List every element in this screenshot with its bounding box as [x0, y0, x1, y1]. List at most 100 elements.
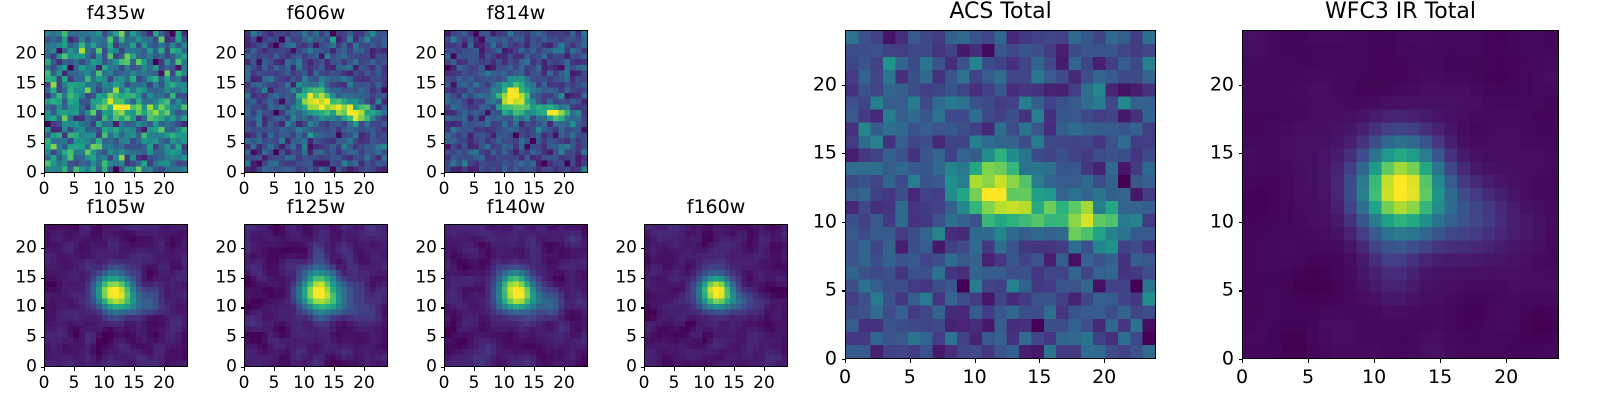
ytick-f435w-20: [40, 53, 44, 55]
ytick-f814w-20: [440, 53, 444, 55]
ytick-f606w-20: [240, 53, 244, 55]
xticklabel-f435w-10: 10: [93, 179, 115, 199]
heatmap-wfc3_ir_total: [1243, 31, 1558, 358]
xtick-f814w-0: [444, 173, 446, 177]
ytick-wfc3_ir_total-15: [1238, 153, 1242, 155]
xtick-f140w-20: [564, 367, 566, 371]
xticklabel-acs_total-20: 20: [1092, 366, 1117, 388]
ytick-f140w-10: [440, 307, 444, 309]
ytick-f140w-15: [440, 277, 444, 279]
xticklabel-f435w-15: 15: [123, 179, 145, 199]
xtick-f160w-15: [734, 367, 736, 371]
yticklabel-wfc3_ir_total-5: 5: [1221, 278, 1234, 301]
xtick-wfc3_ir_total-20: [1506, 359, 1508, 363]
xticklabel-acs_total-15: 15: [1027, 366, 1052, 388]
yticklabel-f606w-20: 20: [215, 43, 237, 64]
ytick-acs_total-5: [841, 290, 845, 292]
yticklabel-f160w-5: 5: [626, 326, 637, 347]
yticklabel-wfc3_ir_total-0: 0: [1221, 347, 1234, 370]
yticklabel-f160w-10: 10: [615, 296, 637, 317]
ytick-f606w-5: [240, 143, 244, 145]
yticklabel-f105w-20: 20: [15, 237, 37, 258]
ytick-f160w-20: [640, 247, 644, 249]
ytick-f140w-20: [440, 247, 444, 249]
ytick-f105w-10: [40, 307, 44, 309]
xticklabel-f160w-15: 15: [723, 373, 745, 393]
xtick-f435w-10: [104, 173, 106, 177]
heatmap-f105w: [45, 225, 187, 366]
yticklabel-wfc3_ir_total-15: 15: [1209, 141, 1234, 164]
ytick-f125w-5: [240, 337, 244, 339]
xticklabel-f105w-15: 15: [123, 373, 145, 393]
ytick-f125w-15: [240, 277, 244, 279]
yticklabel-f160w-20: 20: [615, 237, 637, 258]
xticklabel-f125w-20: 20: [353, 373, 375, 393]
ytick-f160w-5: [640, 337, 644, 339]
xtick-acs_total-10: [974, 359, 976, 363]
xticklabel-f160w-5: 5: [668, 373, 680, 393]
heatmap-f140w: [445, 225, 587, 366]
xticklabel-f160w-20: 20: [753, 373, 775, 393]
xticklabel-f125w-5: 5: [268, 373, 280, 393]
xtick-f105w-20: [164, 367, 166, 371]
ytick-f814w-5: [440, 143, 444, 145]
xticklabel-f160w-0: 0: [638, 373, 650, 393]
xticklabel-wfc3_ir_total-20: 20: [1494, 366, 1519, 388]
xtick-f125w-20: [364, 367, 366, 371]
xtick-acs_total-20: [1104, 359, 1106, 363]
panel-f814w: f814w 0 5 10 15 20 0 5 10 15 20: [415, 4, 588, 198]
yticklabel-wfc3_ir_total-10: 10: [1209, 210, 1234, 233]
ytick-f105w-20: [40, 247, 44, 249]
ytick-f814w-0: [440, 173, 444, 175]
xtick-f140w-10: [504, 367, 506, 371]
yticklabel-acs_total-15: 15: [812, 141, 837, 164]
panel-acs_total: ACS Total 0 5 10 15 20 0 5 10 15 20: [813, 1, 1156, 387]
yticklabel-f125w-0: 0: [226, 356, 237, 377]
yticklabel-acs_total-5: 5: [824, 278, 837, 301]
yticklabel-f105w-5: 5: [26, 326, 37, 347]
ytick-f435w-5: [40, 143, 44, 145]
panel-title-acs_total: ACS Total: [949, 0, 1052, 24]
ytick-f606w-10: [240, 113, 244, 115]
xticklabel-f140w-0: 0: [438, 373, 450, 393]
xticklabel-wfc3_ir_total-0: 0: [1235, 366, 1249, 388]
xtick-f125w-5: [274, 367, 276, 371]
xticklabel-f140w-5: 5: [468, 373, 480, 393]
axes-f140w: [444, 224, 588, 367]
xtick-f435w-0: [44, 173, 46, 177]
xtick-f160w-20: [764, 367, 766, 371]
xticklabel-acs_total-0: 0: [838, 366, 852, 388]
ytick-acs_total-10: [841, 221, 845, 223]
xtick-f814w-15: [534, 173, 536, 177]
yticklabel-acs_total-20: 20: [812, 73, 837, 96]
panel-f606w: f606w 0 5 10 15 20 0 5 10 15 20: [215, 4, 388, 198]
ytick-f160w-10: [640, 307, 644, 309]
xtick-acs_total-5: [909, 359, 911, 363]
xtick-acs_total-0: [845, 359, 847, 363]
xticklabel-f814w-20: 20: [553, 179, 575, 199]
panel-title-f140w: f140w: [486, 196, 546, 218]
xtick-f435w-15: [134, 173, 136, 177]
xticklabel-f606w-5: 5: [268, 179, 280, 199]
xticklabel-f814w-10: 10: [493, 179, 515, 199]
xtick-f125w-10: [304, 367, 306, 371]
yticklabel-f435w-15: 15: [15, 73, 37, 94]
panel-title-f435w: f435w: [86, 2, 146, 24]
xticklabel-f140w-20: 20: [553, 373, 575, 393]
ytick-acs_total-20: [841, 84, 845, 86]
xticklabel-f814w-5: 5: [468, 179, 480, 199]
yticklabel-wfc3_ir_total-20: 20: [1209, 73, 1234, 96]
yticklabel-f606w-5: 5: [226, 132, 237, 153]
xtick-f140w-0: [444, 367, 446, 371]
xticklabel-f140w-15: 15: [523, 373, 545, 393]
ytick-f435w-0: [40, 173, 44, 175]
ytick-f105w-0: [40, 367, 44, 369]
ytick-wfc3_ir_total-20: [1238, 84, 1242, 86]
panel-title-wfc3_ir_total: WFC3 IR Total: [1325, 0, 1476, 24]
yticklabel-f606w-10: 10: [215, 102, 237, 123]
xtick-f606w-10: [304, 173, 306, 177]
xticklabel-f435w-20: 20: [153, 179, 175, 199]
xticklabel-f125w-10: 10: [293, 373, 315, 393]
yticklabel-f125w-10: 10: [215, 296, 237, 317]
